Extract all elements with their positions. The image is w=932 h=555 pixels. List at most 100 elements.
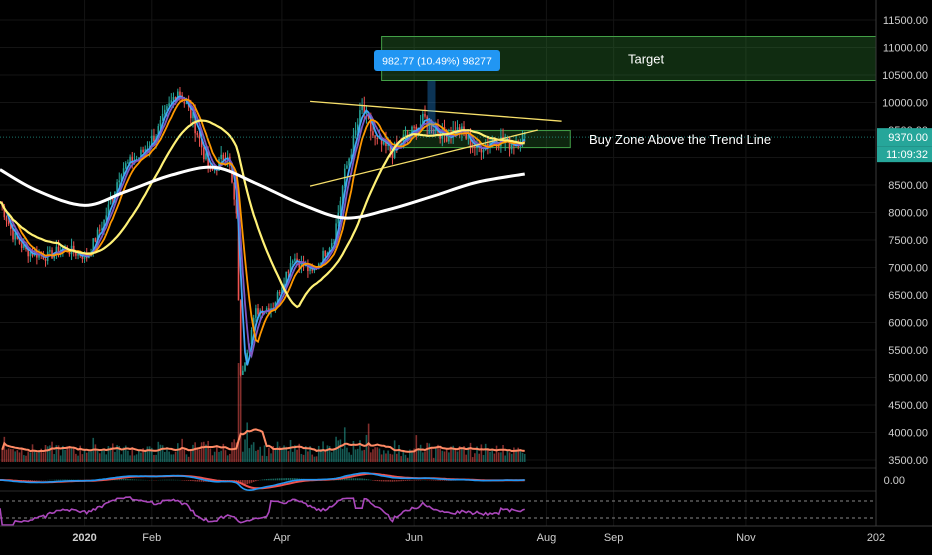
volume-bar [14, 451, 16, 462]
macd-hist-bar [437, 480, 439, 481]
macd-hist-bar [268, 479, 270, 480]
trend-line-upper[interactable] [310, 101, 562, 121]
volume-bar [75, 454, 77, 462]
time-tick-label: 2020 [72, 532, 96, 544]
volume-bar [327, 445, 329, 462]
macd-hist-bar [168, 480, 170, 481]
price-tick-label: 8500.00 [888, 180, 928, 192]
volume-bar [405, 455, 407, 462]
volume-bar [121, 454, 123, 462]
macd-hist-bar [249, 480, 251, 484]
volume-bar [433, 458, 435, 462]
macd-hist-bar [125, 479, 127, 480]
volume-bar [147, 446, 149, 462]
candle-body [95, 238, 97, 241]
volume-bar [192, 445, 194, 462]
time-axis-bg [0, 526, 932, 550]
volume-bar [324, 451, 326, 462]
price-tick-label: 8000.00 [888, 208, 928, 220]
volume-bar [144, 451, 146, 462]
volume-bar [255, 451, 257, 462]
volume-bar [153, 455, 155, 462]
macd-hist-bar [398, 480, 400, 481]
macd-hist-bar [246, 480, 248, 484]
volume-bar [84, 450, 86, 462]
candle-body [212, 169, 214, 170]
candle-body [257, 308, 259, 314]
volume-bar [229, 454, 231, 462]
volume-bar [34, 450, 36, 462]
volume-bar [474, 453, 476, 462]
candle-body [465, 133, 467, 138]
macd-hist-bar [348, 478, 350, 480]
macd-hist-bar [56, 480, 58, 481]
macd-hist-bar [190, 480, 192, 481]
volume-bar [49, 445, 51, 462]
volume-bar [422, 452, 424, 462]
volume-bar [379, 448, 381, 462]
volume-bar [389, 454, 391, 462]
volume-bar [101, 451, 103, 462]
candle-body [8, 221, 10, 224]
volume-bar [51, 442, 53, 462]
macd-hist-bar [32, 480, 34, 481]
macd-hist-bar [372, 480, 374, 481]
candle-body [346, 165, 348, 168]
volume-bar [439, 446, 441, 462]
macd-hist-bar [281, 478, 283, 480]
macd-hist-bar [194, 480, 196, 481]
candle-body [288, 272, 290, 273]
volume-bar [157, 442, 159, 462]
volume-bar [491, 450, 493, 462]
volume-bar [173, 454, 175, 462]
volume-bar [10, 449, 12, 462]
macd-hist-bar [285, 478, 287, 480]
volume-bar [105, 454, 107, 462]
macd-hist-bar [64, 480, 66, 481]
price-tick-label: 7500.00 [888, 235, 928, 247]
volume-bar [82, 454, 84, 462]
volume-bar [331, 452, 333, 462]
macd-hist-bar [170, 480, 172, 481]
target-zone-label: Target [628, 52, 665, 67]
macd-hist-bar [353, 478, 355, 480]
volume-bar [197, 448, 199, 462]
volume-bar [19, 452, 21, 462]
macd-hist-bar [173, 480, 175, 481]
macd-hist-bar [279, 478, 281, 480]
volume-bar [483, 455, 485, 462]
volume-bar [426, 443, 428, 462]
ma-line-white [0, 167, 525, 218]
countdown-label: 11:09:32 [886, 149, 928, 161]
macd-hist-bar [439, 480, 441, 481]
volume-bar [502, 445, 504, 462]
macd-hist-bar [394, 480, 396, 482]
volume-bar [4, 437, 6, 462]
candle-body [376, 138, 378, 139]
candle-body [292, 261, 294, 263]
price-tick-label: 6000.00 [888, 318, 928, 330]
macd-zero-label: 0.00 [884, 475, 905, 487]
macd-hist-bar [134, 479, 136, 480]
volume-bar [361, 451, 363, 462]
price-tick-label: 10500.00 [882, 70, 928, 82]
volume-bar [431, 448, 433, 462]
volume-bar [155, 455, 157, 462]
volume-bar [136, 454, 138, 462]
volume-bar [99, 453, 101, 462]
candle-body [372, 131, 374, 135]
candle-body [474, 147, 476, 148]
volume-bar [73, 448, 75, 462]
macd-hist-bar [51, 480, 53, 481]
volume-bar [214, 452, 216, 462]
macd-hist-bar [251, 480, 253, 483]
volume-bar [32, 444, 34, 462]
volume-bar [170, 454, 172, 462]
volume-bar [177, 443, 179, 462]
volume-bar [149, 446, 151, 462]
volume-bar [372, 449, 374, 462]
candle-body [355, 130, 357, 135]
volume-bar [396, 454, 398, 462]
